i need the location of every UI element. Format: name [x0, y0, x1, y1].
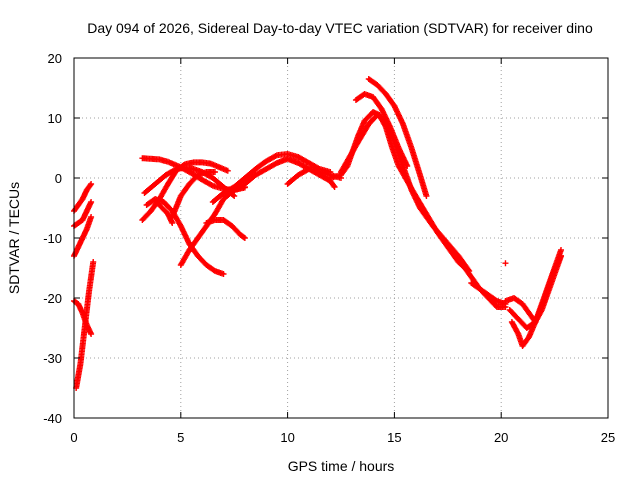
x-tick-label: 10 — [280, 430, 294, 445]
x-tick-label: 0 — [70, 430, 77, 445]
series-e4 — [502, 260, 509, 267]
data-point — [88, 214, 95, 220]
series-e3 — [508, 253, 565, 349]
series-a1 — [71, 181, 95, 214]
data-point — [88, 199, 95, 205]
series-b11 — [284, 166, 344, 187]
y-tick-label: 10 — [48, 111, 62, 126]
y-tick-label: -40 — [43, 411, 62, 426]
x-tick-label: 25 — [601, 430, 615, 445]
series-b6 — [177, 184, 248, 268]
data-point — [88, 181, 95, 187]
data-point — [241, 235, 248, 241]
tick-label-layer: 0 5 10 15 20 25 -40 -30 -20 -10 0 10 20 — [43, 51, 615, 445]
series-a5 — [73, 259, 97, 391]
series-c3 — [365, 76, 430, 199]
y-tick-label: -20 — [43, 291, 62, 306]
series-c1 — [327, 109, 468, 271]
tick-layer — [73, 57, 609, 419]
y-axis-title: SDTVAR / TECUs — [6, 182, 22, 294]
data-point — [211, 169, 218, 175]
x-axis-title: GPS time / hours — [288, 458, 395, 474]
data-point — [404, 163, 411, 169]
data-point — [240, 234, 247, 241]
series-a2 — [71, 199, 95, 229]
grid-layer — [74, 58, 608, 418]
y-tick-label: 0 — [55, 171, 62, 186]
data-point — [502, 260, 509, 267]
series-b9 — [209, 151, 334, 205]
data-point — [169, 220, 176, 226]
data-point — [330, 182, 337, 189]
x-tick-label: 15 — [387, 430, 401, 445]
data-point — [224, 167, 231, 174]
y-tick-label: -10 — [43, 231, 62, 246]
series-c4 — [352, 91, 411, 169]
data-point — [87, 182, 94, 189]
data-marks — [71, 76, 565, 391]
data-point — [220, 271, 227, 277]
y-tick-label: -30 — [43, 351, 62, 366]
chart-title: Day 094 of 2026, Sidereal Day-to-day VTE… — [87, 20, 593, 36]
data-point — [558, 253, 565, 259]
data-point — [558, 247, 565, 253]
series-b8 — [203, 217, 248, 241]
series-a3 — [71, 214, 95, 259]
series-d2 — [468, 280, 509, 310]
data-point — [502, 304, 509, 310]
series-b4 — [143, 196, 227, 277]
data-point — [90, 259, 97, 265]
x-tick-label: 20 — [494, 430, 508, 445]
data-point — [423, 193, 430, 199]
data-point — [231, 193, 238, 199]
y-tick-label: 20 — [48, 51, 62, 66]
x-tick-label: 5 — [177, 430, 184, 445]
data-point — [331, 184, 338, 190]
data-point — [88, 331, 95, 337]
series-b7 — [169, 169, 218, 220]
